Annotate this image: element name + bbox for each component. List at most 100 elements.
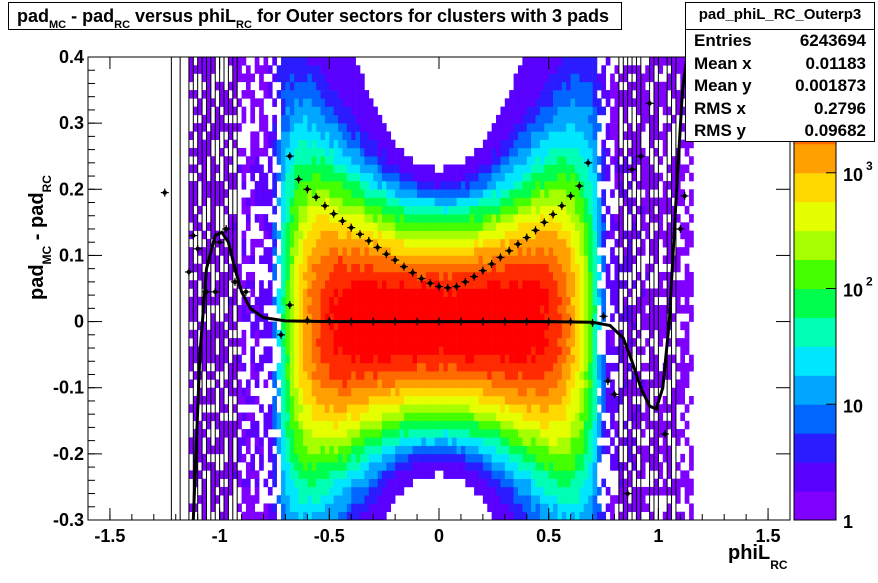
heatmap-cell (492, 503, 497, 512)
heatmap-cell (338, 379, 343, 388)
heatmap-cell (360, 338, 365, 347)
heatmap-cell (356, 388, 361, 397)
heatmap-cell (483, 495, 488, 504)
heatmap-cell (601, 148, 606, 157)
heatmap-cell (518, 305, 523, 314)
heatmap-cell (347, 495, 352, 504)
heatmap-cell (281, 363, 286, 372)
heatmap-cell (676, 280, 681, 289)
heatmap-cell (470, 338, 475, 347)
heatmap-cell (250, 330, 255, 339)
heatmap-cell (347, 156, 352, 165)
heatmap-cell (364, 98, 369, 107)
heatmap-cell (342, 479, 347, 488)
heatmap-cell (312, 346, 317, 355)
heatmap-cell (452, 346, 457, 355)
heatmap-cell (290, 181, 295, 190)
heatmap-cell (303, 297, 308, 306)
heatmap-cell (373, 305, 378, 314)
heatmap-cell (500, 413, 505, 422)
heatmap-cell (487, 495, 492, 504)
heatmap-cell (527, 413, 532, 422)
heatmap-cell (294, 289, 299, 298)
heatmap-cell (303, 65, 308, 74)
heatmap-cell (562, 346, 567, 355)
heatmap-cell (294, 437, 299, 446)
heatmap-cell (356, 338, 361, 347)
heatmap-cell (312, 131, 317, 140)
heatmap-cell (369, 131, 374, 140)
heatmap-cell (386, 140, 391, 149)
heatmap-cell (408, 305, 413, 314)
heatmap-cell (347, 470, 352, 479)
heatmap-cell (299, 297, 304, 306)
heatmap-cell (378, 462, 383, 471)
heatmap-cell (588, 421, 593, 430)
heatmap-cell (474, 338, 479, 347)
heatmap-cell (325, 470, 330, 479)
heatmap-cell (527, 181, 532, 190)
heatmap-cell (606, 123, 611, 132)
heatmap-cell (483, 355, 488, 364)
heatmap-cell (461, 446, 466, 455)
heatmap-cell (518, 379, 523, 388)
heatmap-cell (518, 437, 523, 446)
heatmap-cell (290, 487, 295, 496)
heatmap-cell (588, 107, 593, 116)
heatmap-cell (509, 503, 514, 512)
heatmap-cell (342, 189, 347, 198)
heatmap-cell (342, 421, 347, 430)
heatmap-cell (364, 247, 369, 256)
heatmap-cell (575, 462, 580, 471)
heatmap-cell (566, 280, 571, 289)
heatmap-cell (439, 272, 444, 281)
heatmap-cell (553, 454, 558, 463)
heatmap-cell (540, 297, 545, 306)
heatmap-cell (496, 379, 501, 388)
heatmap-cell (448, 338, 453, 347)
heatmap-cell (369, 164, 374, 173)
heatmap-cell (347, 371, 352, 380)
heatmap-cell (272, 115, 277, 124)
heatmap-cell (689, 214, 694, 223)
heatmap-cell (342, 297, 347, 306)
heatmap-cell (299, 239, 304, 248)
heatmap-cell (299, 495, 304, 504)
heatmap-cell (408, 222, 413, 231)
heatmap-cell (685, 164, 690, 173)
heatmap-cell (285, 495, 290, 504)
heatmap-cell (448, 231, 453, 240)
heatmap-cell (549, 280, 554, 289)
heatmap-cell (496, 198, 501, 207)
heatmap-cell (250, 429, 255, 438)
heatmap-cell (329, 231, 334, 240)
heatmap-cell (566, 297, 571, 306)
heatmap-cell (584, 255, 589, 264)
heatmap-cell (588, 413, 593, 422)
heatmap-cell (610, 222, 615, 231)
heatmap-cell (299, 413, 304, 422)
heatmap-cell (531, 148, 536, 157)
heatmap-cell (527, 98, 532, 107)
heatmap-cell (338, 437, 343, 446)
heatmap-cell (435, 355, 440, 364)
heatmap-cells (189, 57, 694, 520)
heatmap-cell (435, 379, 440, 388)
heatmap-cell (316, 289, 321, 298)
heatmap-cell (452, 355, 457, 364)
heatmap-cell (610, 404, 615, 413)
heatmap-cell (540, 231, 545, 240)
heatmap-cell (496, 355, 501, 364)
heatmap-cell (562, 454, 567, 463)
heatmap-cell (448, 239, 453, 248)
heatmap-cell (413, 164, 418, 173)
heatmap-cell (250, 107, 255, 116)
heatmap-cell (553, 65, 558, 74)
heatmap-cell (448, 454, 453, 463)
heatmap-cell (285, 429, 290, 438)
heatmap-cell (566, 305, 571, 314)
heatmap-cell (439, 413, 444, 422)
heatmap-cell (435, 305, 440, 314)
heatmap-cell (264, 65, 269, 74)
heatmap-cell (566, 239, 571, 248)
